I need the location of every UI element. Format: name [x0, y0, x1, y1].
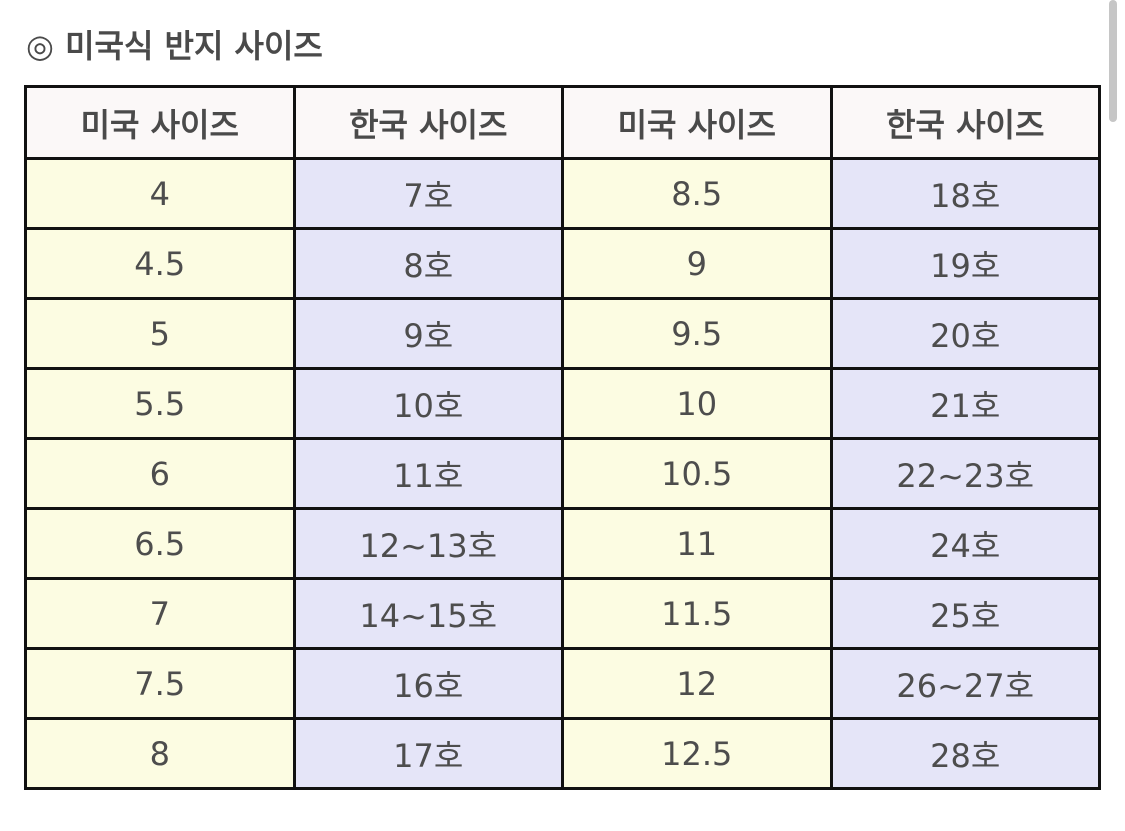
kr-size-cell: 28호 [829, 717, 1101, 790]
scrollbar[interactable] [1109, 0, 1117, 122]
kr-size-cell: 7호 [292, 157, 564, 230]
kr-size-cell: 9호 [292, 297, 564, 370]
page-title: ◎ 미국식 반지 사이즈 [26, 27, 323, 65]
us-size-cell: 11 [561, 507, 833, 580]
kr-size-cell: 25호 [829, 577, 1101, 650]
table-row: 7.5 16호 12 26~27호 [24, 647, 1101, 720]
table-row: 4.5 8호 9 19호 [24, 227, 1101, 300]
us-size-cell: 7.5 [24, 647, 296, 720]
kr-size-cell: 26~27호 [829, 647, 1101, 720]
table-row: 6 11호 10.5 22~23호 [24, 437, 1101, 510]
kr-size-cell: 10호 [292, 367, 564, 440]
kr-size-cell: 19호 [829, 227, 1101, 300]
table-row: 6.5 12~13호 11 24호 [24, 507, 1101, 580]
kr-size-cell: 21호 [829, 367, 1101, 440]
table-row: 4 7호 8.5 18호 [24, 157, 1101, 230]
us-size-cell: 8.5 [561, 157, 833, 230]
us-size-cell: 7 [24, 577, 296, 650]
table-row: 5 9호 9.5 20호 [24, 297, 1101, 370]
us-size-cell: 9.5 [561, 297, 833, 370]
header-kr-size: 한국 사이즈 [292, 85, 564, 160]
kr-size-cell: 20호 [829, 297, 1101, 370]
kr-size-cell: 8호 [292, 227, 564, 300]
header-us-size: 미국 사이즈 [561, 85, 833, 160]
ring-size-table: 미국 사이즈 한국 사이즈 미국 사이즈 한국 사이즈 4 7호 8.5 18호… [24, 85, 1101, 790]
us-size-cell: 5.5 [24, 367, 296, 440]
us-size-cell: 11.5 [561, 577, 833, 650]
table-row: 5.5 10호 10 21호 [24, 367, 1101, 440]
us-size-cell: 10 [561, 367, 833, 440]
us-size-cell: 12.5 [561, 717, 833, 790]
table-row: 8 17호 12.5 28호 [24, 717, 1101, 790]
us-size-cell: 4 [24, 157, 296, 230]
us-size-cell: 10.5 [561, 437, 833, 510]
kr-size-cell: 22~23호 [829, 437, 1101, 510]
kr-size-cell: 24호 [829, 507, 1101, 580]
us-size-cell: 6 [24, 437, 296, 510]
table-row: 7 14~15호 11.5 25호 [24, 577, 1101, 650]
kr-size-cell: 14~15호 [292, 577, 564, 650]
kr-size-cell: 18호 [829, 157, 1101, 230]
us-size-cell: 8 [24, 717, 296, 790]
kr-size-cell: 11호 [292, 437, 564, 510]
table-header-row: 미국 사이즈 한국 사이즈 미국 사이즈 한국 사이즈 [24, 85, 1101, 160]
kr-size-cell: 17호 [292, 717, 564, 790]
us-size-cell: 6.5 [24, 507, 296, 580]
kr-size-cell: 12~13호 [292, 507, 564, 580]
header-us-size: 미국 사이즈 [24, 85, 296, 160]
kr-size-cell: 16호 [292, 647, 564, 720]
us-size-cell: 4.5 [24, 227, 296, 300]
us-size-cell: 5 [24, 297, 296, 370]
header-kr-size: 한국 사이즈 [829, 85, 1101, 160]
us-size-cell: 12 [561, 647, 833, 720]
us-size-cell: 9 [561, 227, 833, 300]
